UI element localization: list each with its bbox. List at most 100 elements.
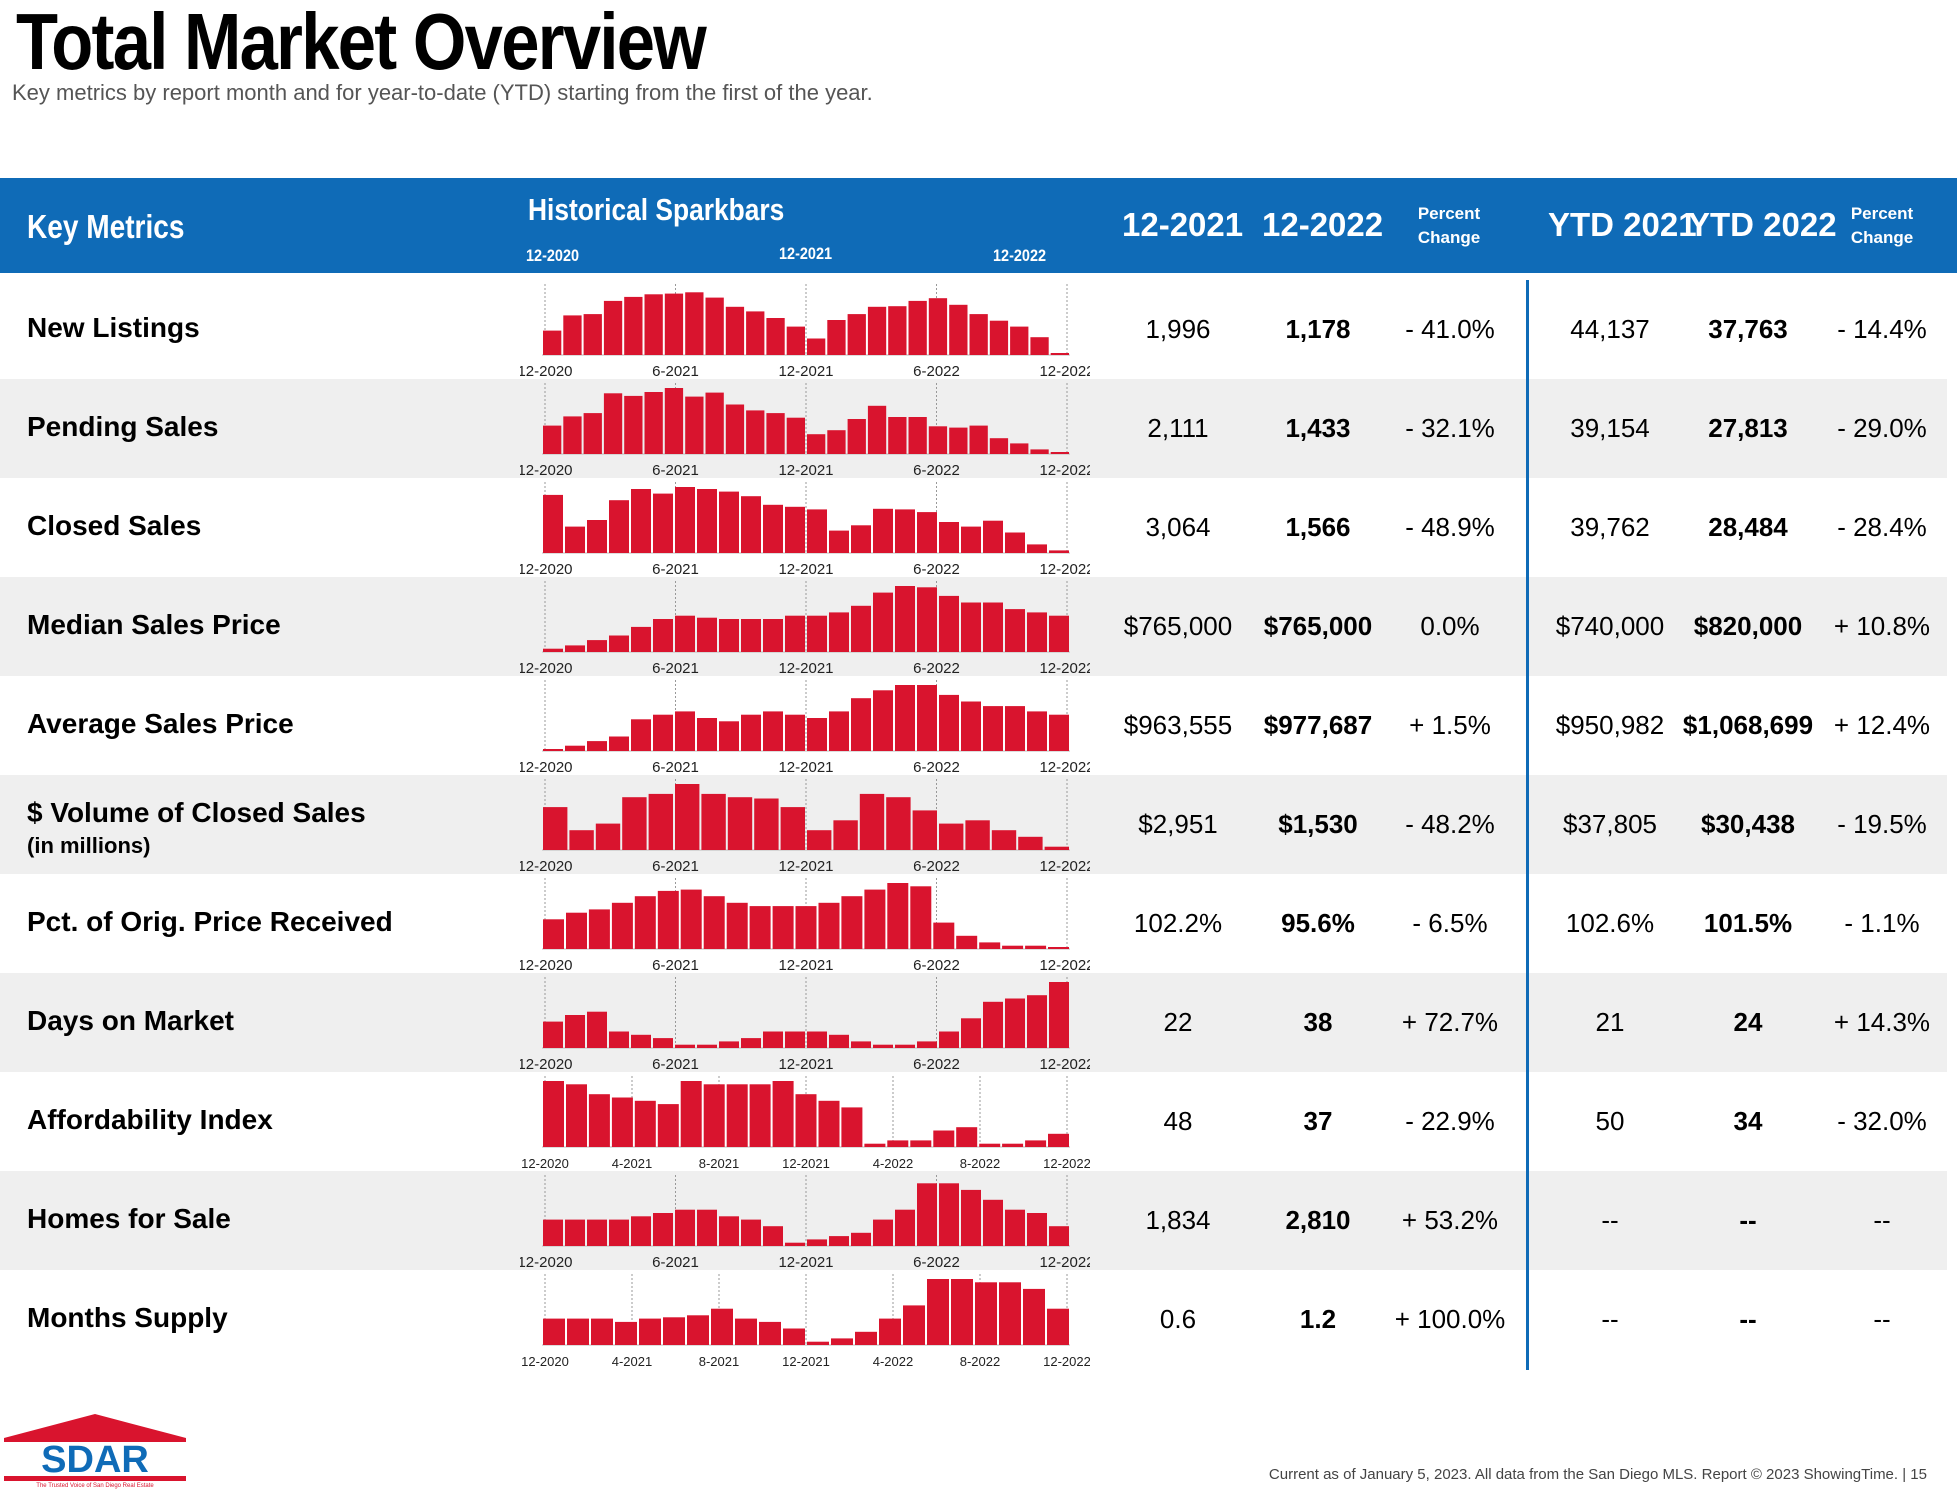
sparkbar-bar: [587, 1011, 607, 1048]
sparkbar-bar: [841, 896, 863, 949]
sparkbar-bar: [991, 830, 1017, 850]
metric-value-pct: + 53.2%: [1401, 1205, 1499, 1235]
metric-value-v1: 48: [1163, 1106, 1193, 1136]
sparkbar-bar: [908, 300, 927, 355]
sparkbar-bar: [1049, 714, 1069, 751]
sparkbar-bar: [543, 330, 562, 355]
sparkbar-tick-label: 6-2022: [913, 1254, 960, 1270]
sparkbar-bar: [587, 1219, 607, 1246]
metric-value-ytd2: $1,068,699: [1682, 710, 1814, 740]
sparkbar-bar: [543, 494, 563, 553]
sparkbar-bar: [829, 1034, 849, 1048]
sparkbar-bar: [879, 1318, 901, 1345]
header-key-metrics: Key Metrics: [27, 208, 185, 245]
sparkbar-bar: [785, 615, 805, 652]
metric-value-ytdpct: - 32.0%: [1837, 1106, 1927, 1136]
sparkbar-bar: [772, 1081, 794, 1147]
sparkbar-bar: [864, 889, 886, 949]
sparkbar-bar: [888, 306, 907, 355]
sparkbar-bar: [587, 741, 607, 751]
sparkbar-bar: [741, 1038, 761, 1048]
sparkbar-bar: [759, 1321, 781, 1345]
sparkbar-bar: [591, 1318, 613, 1345]
sparkbar-bar: [939, 595, 959, 652]
table-row: Pending Sales 12-2020 6-2021 12-2021 6-2022 1…: [0, 379, 1947, 478]
sparkbar-bar: [807, 434, 826, 454]
sparkbar-tick-label: 12-2020: [521, 1354, 569, 1369]
metric-label: Pct. of Orig. Price Received: [27, 906, 393, 937]
sparkbar-bar: [795, 1094, 817, 1147]
sparkbar-tick-label: 12-2022: [1039, 363, 1090, 379]
metric-value-ytdpct: - 1.1%: [1844, 908, 1920, 938]
header-pct-line2: Change: [1417, 228, 1481, 247]
sparkbar-bar: [697, 1044, 717, 1048]
sparkbar-bar: [648, 793, 673, 850]
sparkbar-tick-label: 6-2022: [913, 462, 960, 478]
sparkbar-tick-label: 12-2022: [1039, 660, 1090, 676]
sparkbar-tick-label: 12-2020: [521, 1156, 569, 1171]
sparkbar-bar: [565, 745, 585, 751]
sparkbar-bar: [939, 694, 959, 751]
sparkbar-tick-label: 8-2021: [699, 1156, 739, 1171]
sparkbar-tick-label: 6-2022: [913, 363, 960, 379]
sparkbar-bar: [639, 1318, 661, 1345]
sparkbar-bar: [983, 706, 1003, 751]
sparkbar-bar: [624, 296, 643, 355]
sparkbar-bar: [726, 1084, 748, 1147]
metric-value-v2: $977,687: [1263, 710, 1373, 740]
metric-value-v1: 0.6: [1159, 1304, 1197, 1334]
header-pct2-line2: Change: [1850, 228, 1914, 247]
sparkbar-bar: [644, 294, 663, 355]
sparkbar-bar: [949, 304, 968, 355]
sparkbar-bar: [587, 640, 607, 652]
sparkbar-bar: [763, 1226, 783, 1246]
sparkbar-tick-label: 4-2022: [873, 1354, 913, 1369]
metric-label: $ Volume of Closed Sales: [27, 797, 366, 828]
sparkbar-tick-label: 8-2022: [960, 1354, 1000, 1369]
sparkbar-bar: [1018, 836, 1043, 850]
sparkbar-chart: 12-2020 6-2021 12-2021 6-2022 12-2022: [520, 779, 1090, 874]
metric-value-ytd1: --: [1601, 1304, 1619, 1334]
header-col-12-2022: 12-2022: [1262, 206, 1384, 243]
sparkbar-tick-label: 12-2020: [520, 759, 573, 775]
sparkbar-bar: [543, 1219, 563, 1246]
header-percent-change-ytd: Percent Change: [1822, 202, 1942, 250]
sparkbar-bar: [1005, 1209, 1025, 1246]
sparkbar-bar: [1005, 998, 1025, 1048]
sparkbar-tick-label: 12-2020: [520, 858, 573, 874]
sparkbar-bar: [657, 890, 679, 949]
sparkbar-bar: [859, 793, 885, 850]
sparkbar-bar: [780, 807, 805, 850]
sparkbar-bar: [855, 1331, 877, 1345]
sparkbar-bar: [727, 797, 753, 850]
sparkbar-bar: [1050, 452, 1069, 454]
sparkbar-bar: [675, 615, 695, 652]
sparkbar-bar: [543, 648, 563, 652]
sparkbar-bar: [979, 942, 1001, 949]
table-row: Days on Market 12-2020 6-2021 12-2021 6-2022…: [0, 973, 1947, 1072]
sparkbar-bar: [746, 410, 765, 454]
sparkbar-bar: [969, 314, 988, 355]
sparkbar-tick-label: 4-2021: [612, 1156, 652, 1171]
sparkbar-bar: [961, 1189, 981, 1246]
sparkbar-tick-label: 6-2021: [652, 858, 699, 874]
metric-label: Pending Sales: [27, 411, 219, 442]
sparkbar-bar: [675, 1044, 695, 1048]
sparkbar-tick-label: 6-2022: [913, 561, 960, 577]
sparkbar-bar: [675, 711, 695, 751]
sparkbar-bar: [705, 297, 724, 355]
sparkbar-bar: [583, 413, 602, 454]
sparkbar-bar: [807, 718, 827, 751]
header-col-ytd-2022: YTD 2022: [1688, 206, 1837, 243]
sparkbar-bar: [933, 1130, 955, 1147]
metric-value-ytdpct: - 14.4%: [1837, 314, 1927, 344]
sparkbar-bar: [719, 491, 739, 553]
sdar-logo: SDAR The Trusted Voice of San Diego Real…: [4, 1414, 186, 1489]
metric-value-ytd2: 37,763: [1708, 314, 1788, 344]
sparkbar-bar: [1005, 532, 1025, 553]
sparkbar-bar: [873, 508, 893, 553]
sparkbar-bar: [766, 318, 785, 355]
metric-value-ytd1: $740,000: [1555, 611, 1665, 641]
sparkbar-tick-label: 12-2020: [520, 1056, 573, 1072]
sparkbar-bar: [917, 1041, 937, 1048]
